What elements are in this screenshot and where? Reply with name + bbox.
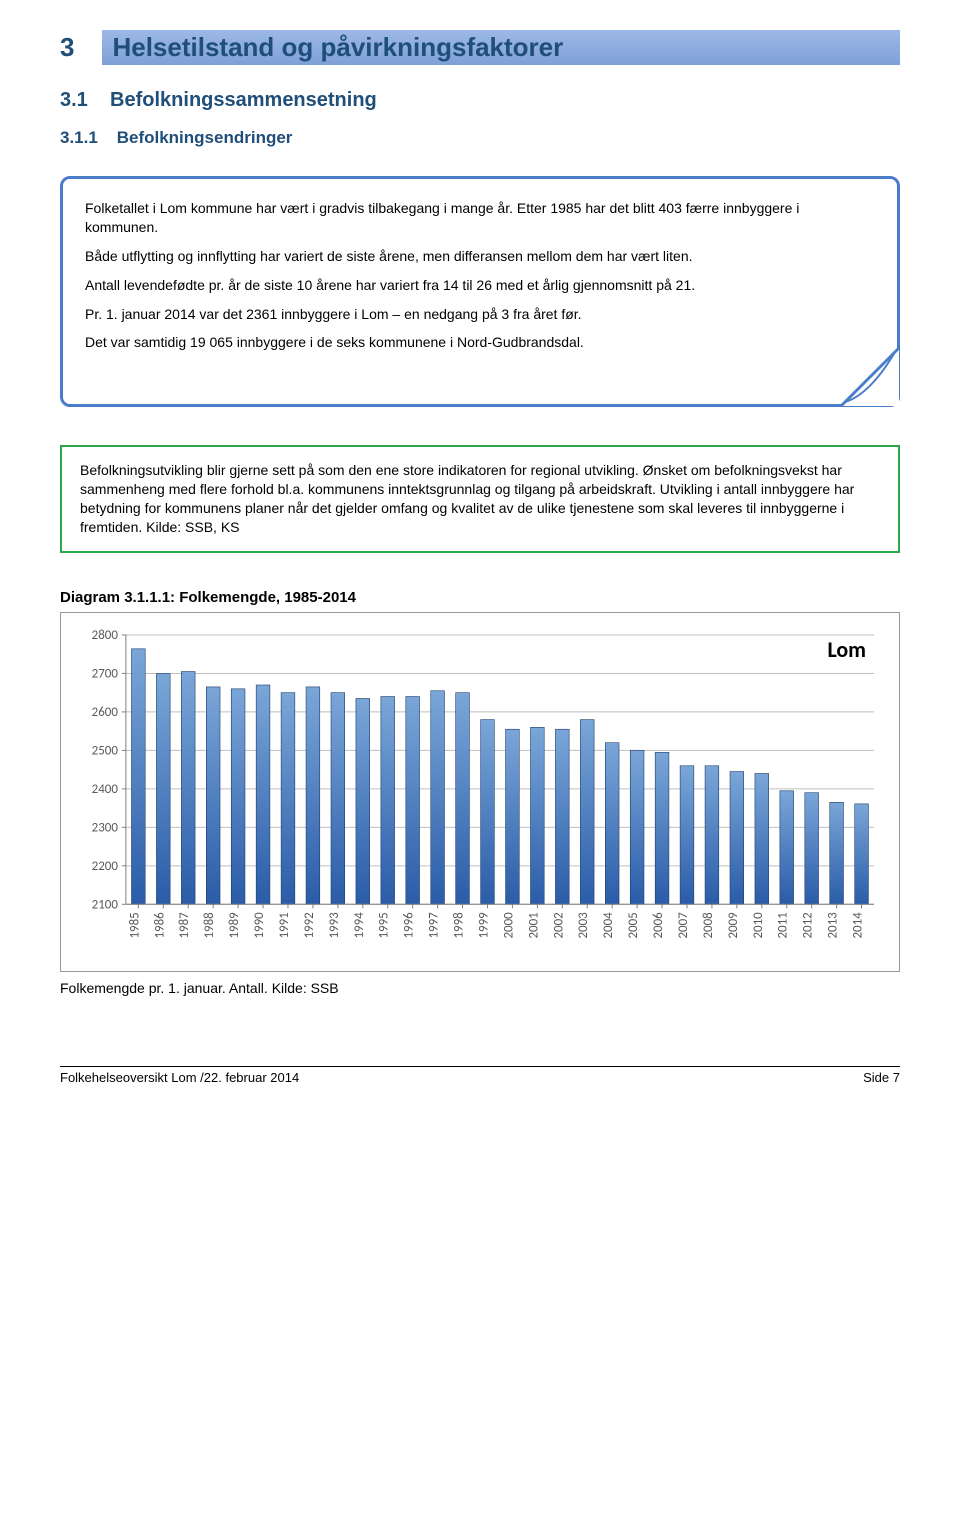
svg-text:2006: 2006	[651, 912, 666, 939]
svg-text:1998: 1998	[452, 912, 467, 939]
callout-blue-p2: Både utflytting og innflytting har varie…	[85, 247, 875, 266]
svg-text:2000: 2000	[501, 912, 516, 939]
svg-text:Lom: Lom	[827, 636, 866, 663]
svg-text:1994: 1994	[352, 912, 367, 939]
svg-text:1997: 1997	[427, 912, 442, 939]
svg-text:1987: 1987	[177, 912, 192, 939]
svg-text:2600: 2600	[92, 705, 119, 720]
svg-text:2001: 2001	[526, 912, 541, 938]
page-footer: Folkehelseoversikt Lom /22. februar 2014…	[60, 1067, 900, 1085]
footer-left: Folkehelseoversikt Lom /22. februar 2014	[60, 1070, 299, 1085]
subsection-title: Befolkningssammensetning	[110, 89, 377, 111]
subsubsection-title: Befolkningsendringer	[117, 128, 293, 147]
svg-text:1999: 1999	[476, 912, 491, 939]
svg-text:2002: 2002	[551, 912, 566, 939]
svg-text:2004: 2004	[601, 912, 616, 939]
chart-caption: Folkemengde pr. 1. januar. Antall. Kilde…	[60, 980, 900, 996]
svg-text:2300: 2300	[92, 820, 119, 835]
svg-text:2013: 2013	[826, 912, 841, 939]
svg-text:1988: 1988	[202, 912, 217, 939]
svg-text:2007: 2007	[676, 912, 691, 939]
svg-text:2014: 2014	[851, 912, 866, 939]
callout-blue-p3: Antall levendefødte pr. år de siste 10 å…	[85, 276, 875, 295]
page-curl-icon	[841, 348, 899, 406]
section-heading-3: 3.1.1 Befolkningsendringer	[60, 128, 900, 148]
subsection-number: 3.1	[60, 89, 88, 111]
callout-blue: Folketallet i Lom kommune har vært i gra…	[60, 176, 900, 407]
subsubsection-number: 3.1.1	[60, 128, 98, 147]
svg-text:2800: 2800	[92, 628, 119, 643]
svg-text:2008: 2008	[701, 912, 716, 939]
chart-title: Diagram 3.1.1.1: Folkemengde, 1985-2014	[60, 589, 900, 606]
svg-text:2003: 2003	[576, 912, 591, 939]
svg-text:1985: 1985	[127, 912, 142, 938]
svg-text:2011: 2011	[776, 912, 791, 938]
svg-text:2005: 2005	[626, 912, 641, 938]
bar-chart: 2100 2200 2300 2400 2500 2600 2700 2800 1985 1986…	[71, 623, 889, 962]
section-title-bar: Helsetilstand og påvirkningsfaktorer	[102, 30, 900, 65]
callout-green-text: Befolkningsutvikling blir gjerne sett på…	[80, 462, 854, 535]
svg-text:2009: 2009	[726, 912, 741, 939]
svg-text:1986: 1986	[152, 912, 167, 939]
section-number: 3	[60, 32, 74, 63]
svg-text:2010: 2010	[751, 912, 766, 939]
section-heading-2: 3.1 Befolkningssammensetning	[60, 89, 900, 112]
svg-text:1991: 1991	[277, 912, 292, 938]
svg-text:1993: 1993	[327, 912, 342, 939]
svg-text:1995: 1995	[377, 912, 392, 938]
svg-text:2012: 2012	[801, 912, 816, 939]
svg-text:1989: 1989	[227, 912, 242, 939]
footer-right: Side 7	[863, 1070, 900, 1085]
svg-text:1996: 1996	[402, 912, 417, 939]
svg-text:1992: 1992	[302, 912, 317, 939]
svg-text:2100: 2100	[92, 897, 119, 912]
section-heading-1: 3 Helsetilstand og påvirkningsfaktorer	[60, 30, 900, 65]
svg-text:1990: 1990	[252, 912, 267, 939]
svg-text:2200: 2200	[92, 859, 119, 874]
svg-text:2500: 2500	[92, 743, 119, 758]
chart-frame: 2100 2200 2300 2400 2500 2600 2700 2800 1985 1986…	[60, 612, 900, 972]
callout-blue-p1: Folketallet i Lom kommune har vært i gra…	[85, 199, 875, 237]
callout-blue-p4: Pr. 1. januar 2014 var det 2361 innbygge…	[85, 305, 875, 324]
callout-blue-p5: Det var samtidig 19 065 innbyggere i de …	[85, 333, 875, 352]
svg-text:2700: 2700	[92, 666, 119, 681]
svg-text:2400: 2400	[92, 782, 119, 797]
callout-green: Befolkningsutvikling blir gjerne sett på…	[60, 445, 900, 553]
